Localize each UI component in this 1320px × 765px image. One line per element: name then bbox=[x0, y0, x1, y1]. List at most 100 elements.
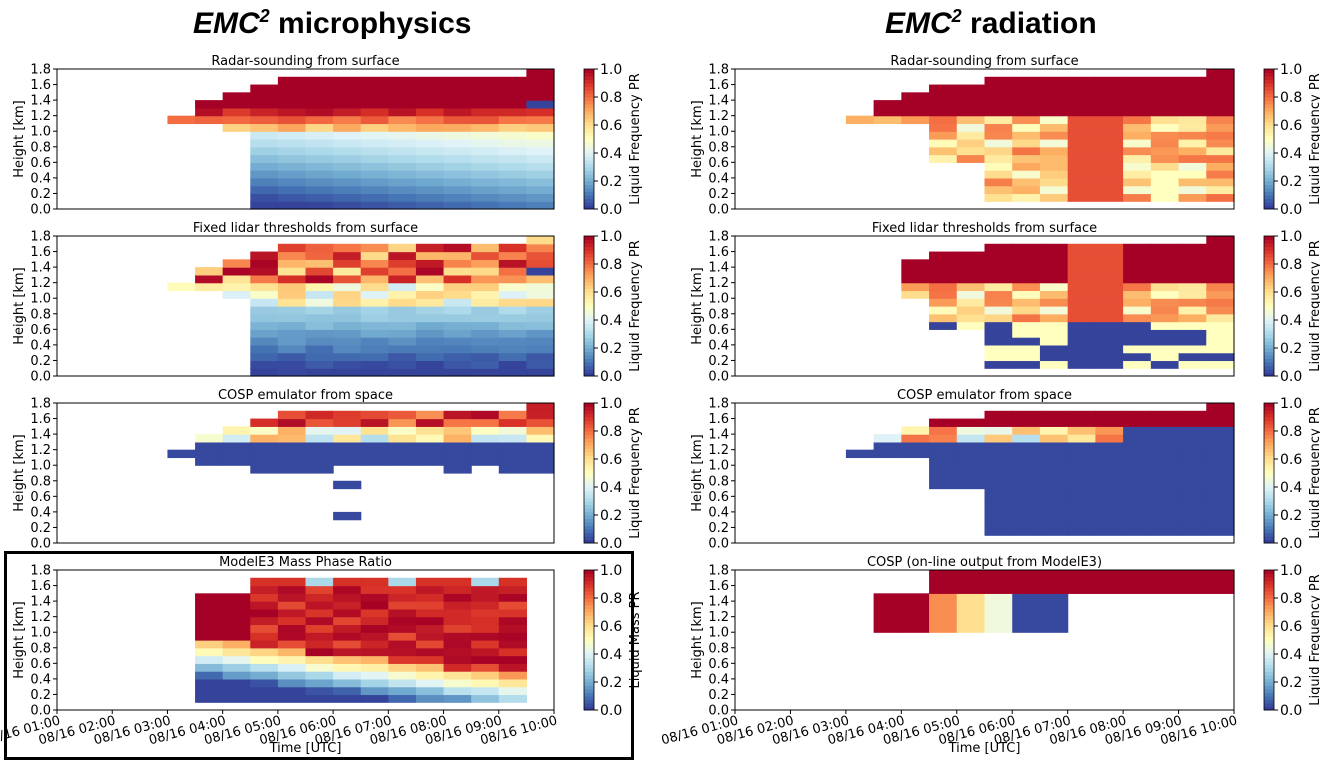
mp-radar-ytick-label: 0.2 bbox=[30, 187, 51, 202]
mp-modele3-cell bbox=[305, 624, 334, 633]
mp-lidar-cell bbox=[415, 267, 445, 276]
rad-radar-ytick-label: 1.8 bbox=[708, 63, 729, 78]
rad-lidar-cell bbox=[1067, 282, 1096, 292]
mp-cosp-cell bbox=[277, 434, 307, 443]
mp-modele3-cell bbox=[388, 616, 417, 626]
rad-radar-cell bbox=[1123, 185, 1152, 195]
rad-lidar-cell bbox=[1206, 360, 1235, 369]
rad-radar-cell bbox=[1095, 177, 1124, 187]
rad-radar-cell bbox=[1067, 107, 1096, 117]
mp-modele3-cell bbox=[250, 632, 279, 641]
rad-cosp-cell bbox=[1150, 511, 1180, 521]
rad-cosp-cbar-tick-label: 0.8 bbox=[1280, 424, 1302, 440]
rad-radar-cell bbox=[1095, 146, 1124, 156]
mp-radar-cell bbox=[526, 201, 555, 210]
mp-lidar-cbar-tick-label: 0.8 bbox=[600, 257, 622, 273]
mp-modele3-colorbar-seg bbox=[584, 647, 594, 651]
mp-modele3-cell bbox=[415, 647, 445, 657]
mp-lidar-cell bbox=[360, 290, 389, 299]
mp-lidar-cell bbox=[526, 236, 555, 245]
mp-lidar-cell bbox=[415, 329, 445, 338]
mp-lidar-colorbar-seg bbox=[584, 302, 594, 307]
rad-radar-cell bbox=[1150, 154, 1180, 163]
rad-radar-cell bbox=[1150, 162, 1180, 171]
mp-radar-cell bbox=[443, 131, 472, 140]
mp-radar-colorbar-seg bbox=[584, 135, 594, 140]
rad-cosp-cell bbox=[1150, 410, 1180, 420]
mp-lidar-cell bbox=[526, 267, 555, 276]
mp-cosp-colorbar-seg bbox=[584, 441, 594, 446]
mp-lidar-ytick-label: 1.6 bbox=[30, 245, 51, 260]
rad-lidar-cell bbox=[1206, 337, 1235, 346]
mp-lidar-cell bbox=[222, 282, 251, 292]
rad-lidar-ytick-label: 0.4 bbox=[708, 338, 729, 353]
rad-radar-cell bbox=[1206, 154, 1235, 163]
rad-lidar-cell bbox=[984, 243, 1013, 253]
rad-lidar-cell bbox=[1150, 298, 1180, 307]
mp-lidar-cell bbox=[471, 352, 500, 362]
mp-modele3-cell bbox=[388, 686, 417, 696]
rad-lidar-cell bbox=[1095, 306, 1124, 315]
mp-modele3-colorbar-seg bbox=[584, 633, 594, 637]
mp-modele3-colorbar-seg bbox=[584, 678, 594, 683]
mp-modele3-cell bbox=[360, 632, 389, 641]
mp-radar-cell bbox=[277, 92, 307, 101]
rad-radar-cell bbox=[984, 170, 1013, 179]
mp-lidar-cell bbox=[388, 298, 417, 307]
mp-modele3-cell bbox=[360, 671, 389, 680]
mp-lidar-ytick-label: 0.8 bbox=[30, 307, 51, 322]
rad-online-colorbar-seg bbox=[1264, 671, 1274, 676]
mp-cosp-cbar-tick-label: 0.6 bbox=[600, 452, 622, 468]
mp-lidar-cell bbox=[167, 282, 196, 292]
rad-radar-cell bbox=[1095, 170, 1124, 179]
rad-lidar-cell bbox=[1012, 251, 1041, 260]
rad-lidar-cell bbox=[984, 251, 1013, 260]
mp-radar-cell bbox=[498, 154, 527, 163]
mp-radar-colorbar-seg bbox=[584, 114, 594, 119]
mp-modele3-cell bbox=[471, 585, 500, 594]
rad-lidar-colorbar-seg bbox=[1264, 285, 1274, 289]
mp-radar-frame bbox=[56, 68, 555, 210]
rad-radar-cell bbox=[1206, 123, 1235, 132]
mp-cosp-cell bbox=[498, 410, 527, 420]
rad-radar-frame bbox=[734, 68, 1235, 210]
mp-cosp-cell bbox=[443, 434, 472, 443]
rad-lidar-cell bbox=[1095, 329, 1124, 338]
mp-lidar-cell bbox=[250, 344, 279, 354]
rad-cosp-cell bbox=[1123, 457, 1152, 466]
mp-modele3-cell bbox=[388, 585, 417, 594]
mp-cosp-colorbar-seg bbox=[584, 452, 594, 456]
mp-lidar-colorbar-seg bbox=[584, 306, 594, 310]
mp-radar-cell bbox=[305, 201, 334, 210]
mp-cosp-cell bbox=[498, 449, 527, 459]
rad-cosp-colorbar-seg bbox=[1264, 480, 1274, 484]
rad-online-cell bbox=[1178, 570, 1207, 579]
mp-modele3-cell bbox=[388, 663, 417, 672]
rad-cosp-colorbar-seg bbox=[1264, 532, 1274, 537]
mp-cosp-ytick-label: 0.8 bbox=[30, 474, 51, 489]
mp-lidar-cell bbox=[333, 337, 362, 346]
rad-radar-cell bbox=[984, 84, 1013, 93]
mp-modele3-cell bbox=[195, 663, 224, 672]
rad-online-colorbar-seg bbox=[1264, 706, 1274, 711]
mp-lidar-colorbar-seg bbox=[584, 337, 594, 342]
rad-lidar-cell bbox=[984, 259, 1013, 268]
mp-radar-colorbar-seg bbox=[584, 191, 594, 196]
rad-cosp-cell bbox=[1067, 480, 1096, 490]
rad-radar-colorbar-seg bbox=[1264, 97, 1274, 101]
mp-radar-cell bbox=[277, 100, 307, 109]
mp-modele3-cell bbox=[305, 601, 334, 610]
mp-lidar-colorbar-seg bbox=[584, 341, 594, 345]
mp-radar-cell bbox=[388, 131, 417, 140]
rad-cosp-colorbar-seg bbox=[1264, 406, 1274, 411]
rad-radar-cell bbox=[984, 131, 1013, 140]
rad-radar-cell bbox=[1206, 146, 1235, 156]
mp-modele3-ytick-label: 1.2 bbox=[30, 610, 51, 625]
rad-radar-cbar-label: Liquid Frequency PR bbox=[1308, 73, 1320, 205]
rad-lidar-cell bbox=[1206, 321, 1235, 330]
mp-radar-cell bbox=[526, 84, 555, 93]
rad-lidar-cell bbox=[1039, 321, 1069, 330]
rad-lidar-cell bbox=[1123, 243, 1152, 253]
mp-cosp-ytick-label: 0.2 bbox=[30, 521, 51, 536]
rad-online-cell bbox=[1012, 593, 1041, 602]
